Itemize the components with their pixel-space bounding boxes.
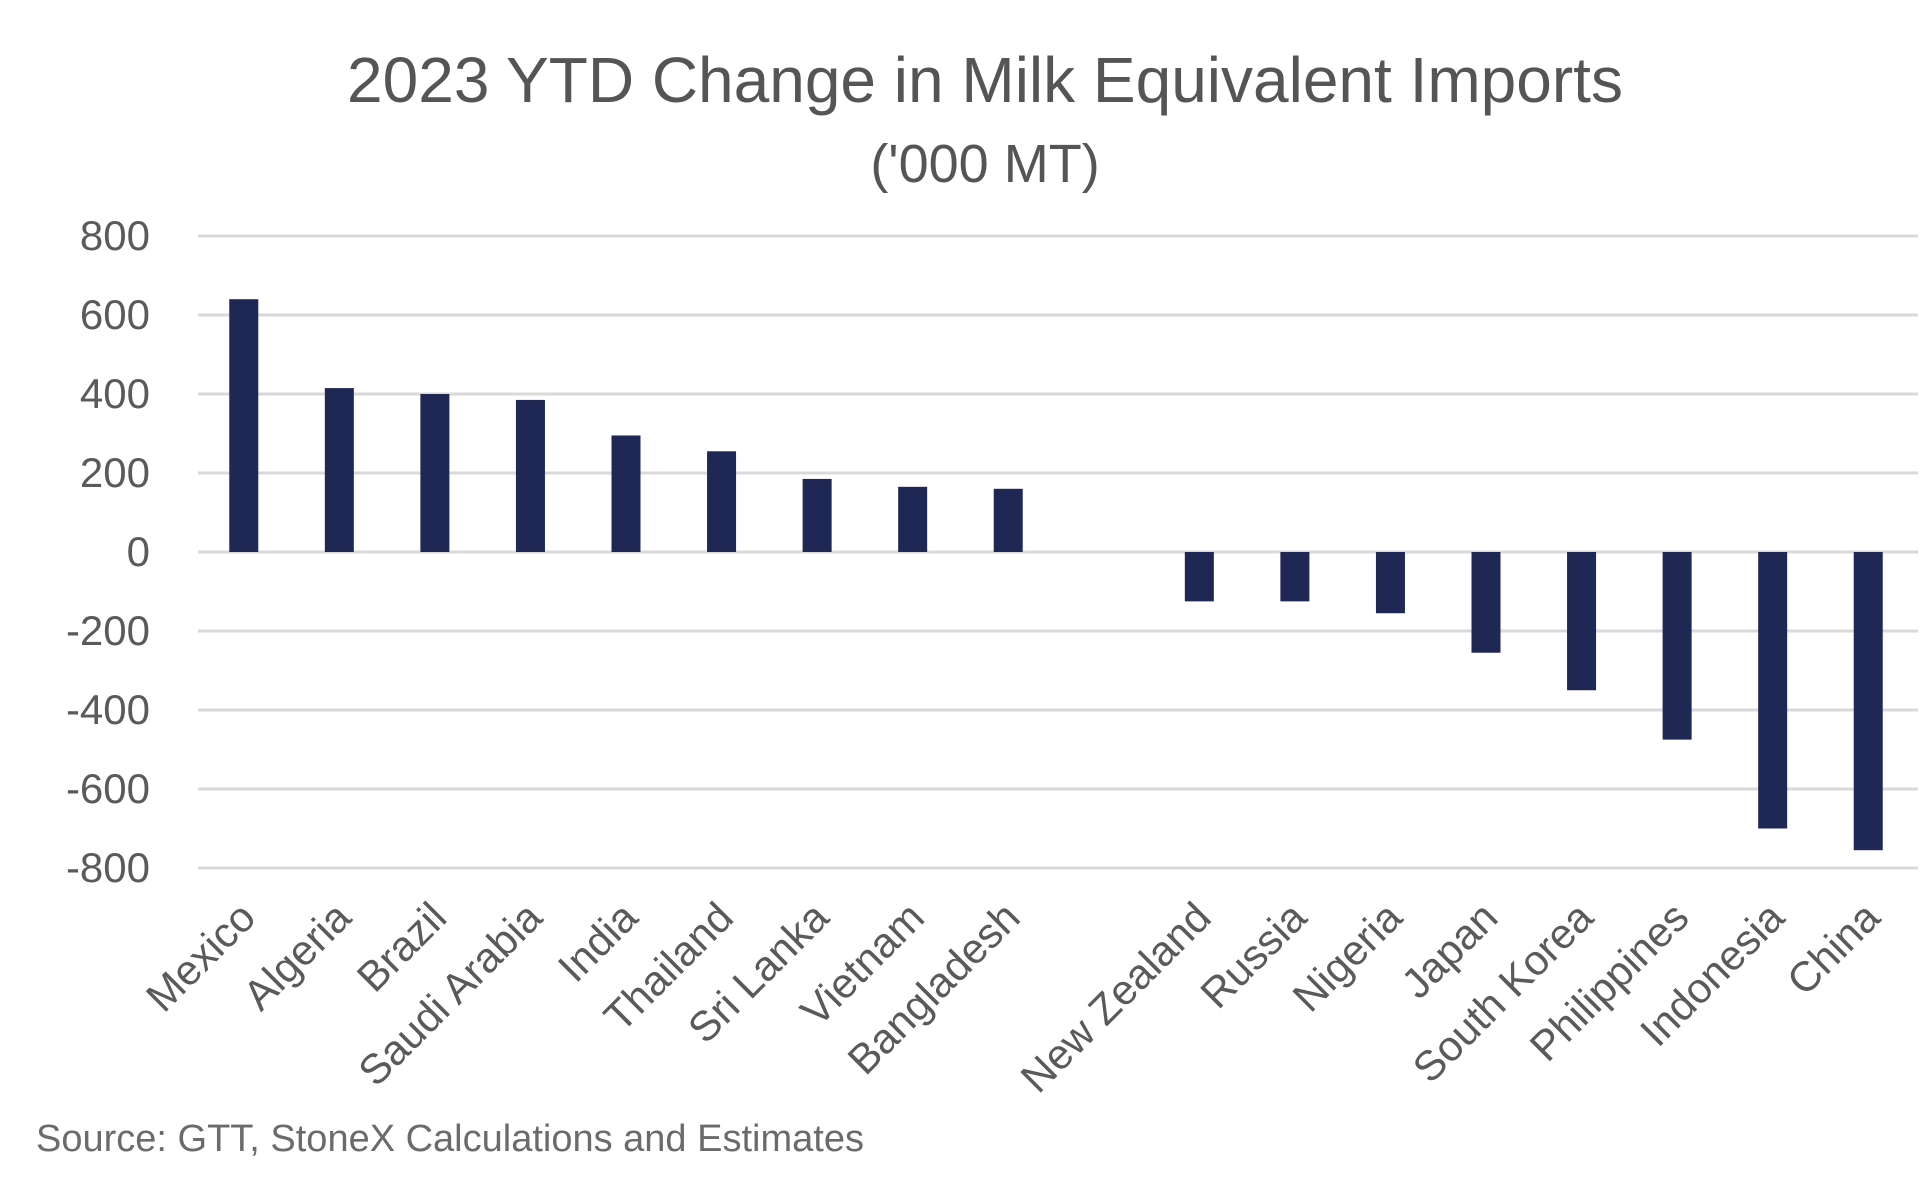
bar-saudi-arabia <box>515 399 545 552</box>
y-tick-label: -600 <box>66 765 150 812</box>
x-tick-label: Algeria <box>234 893 360 1019</box>
x-tick-label: New Zealand <box>1011 893 1219 1101</box>
x-tick-label: Mexico <box>137 893 264 1020</box>
bar-india <box>611 435 641 552</box>
bar-sri-lanka <box>802 478 832 552</box>
bar-vietnam <box>898 486 928 552</box>
bar-mexico <box>229 299 259 552</box>
chart-subtitle: ('000 MT) <box>870 134 1099 194</box>
bar-bangladesh <box>993 488 1023 552</box>
y-tick-label: 600 <box>80 291 150 338</box>
source-note: Source: GTT, StoneX Calculations and Est… <box>36 1118 864 1160</box>
bar-thailand <box>707 451 737 552</box>
y-tick-label: -400 <box>66 686 150 733</box>
y-tick-label: 400 <box>80 370 150 417</box>
y-tick-label: 800 <box>80 212 150 259</box>
bar-philippines <box>1662 552 1692 740</box>
y-tick-label: 0 <box>127 528 150 575</box>
bar-nigeria <box>1375 552 1405 614</box>
bar-indonesia <box>1758 552 1788 829</box>
bars <box>229 299 1883 851</box>
x-tick-label: China <box>1778 893 1889 1004</box>
x-tick-label: Nigeria <box>1283 893 1411 1021</box>
y-axis-ticks: 800 600 400 200 0 -200 -400 -600 -800 <box>66 212 150 891</box>
bar-japan <box>1471 552 1501 653</box>
bar-new-zealand <box>1184 552 1214 602</box>
gridlines <box>198 234 1918 870</box>
y-tick-label: -800 <box>66 844 150 891</box>
chart-title: 2023 YTD Change in Milk Equivalent Impor… <box>347 44 1623 116</box>
bar-russia <box>1280 552 1310 602</box>
bar-algeria <box>324 388 354 552</box>
bar-china <box>1853 552 1883 851</box>
y-tick-label: 200 <box>80 449 150 496</box>
bar-brazil <box>420 394 450 552</box>
y-tick-label: -200 <box>66 607 150 654</box>
bar-south-korea <box>1567 552 1597 691</box>
